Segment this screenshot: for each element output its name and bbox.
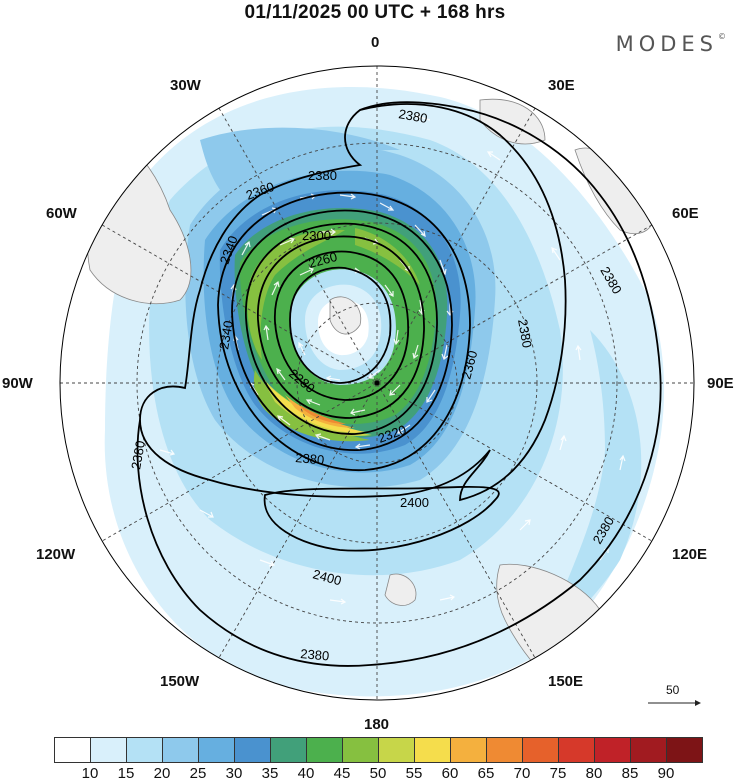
colorbar-swatch [90,737,127,763]
colorbar-label: 55 [405,765,423,782]
colorbar-label: 25 [189,765,207,782]
colorbar-label: 45 [333,765,351,782]
map-title: 01/11/2025 00 UTC + 168 hrs [244,2,506,23]
colorbar-swatch [342,737,379,763]
label-2380: 2380 [397,106,428,126]
contour-labels: 2260 2280 2300 2320 2340 2360 2380 2400 … [128,106,625,663]
label-2400: 2400 [400,495,429,510]
label-2380-b: 2380 [308,168,337,183]
label-2300: 2300 [302,228,331,243]
colorbar-label: 15 [117,765,135,782]
colorbar-swatch [630,737,667,763]
lon-label-120e: 120E [672,546,708,563]
colorbar-swatch [270,737,307,763]
colorbar-swatch [486,737,523,763]
lon-label-150w: 150W [160,673,200,690]
colorbar-label: 40 [297,765,315,782]
colorbar-swatch [522,737,559,763]
label-2260: 2260 [307,249,339,271]
label-2340-b: 2340 [216,319,236,350]
lon-label-150e: 150E [548,673,584,690]
wind-reference-label: 50 [666,683,680,697]
lon-label-0: 0 [371,34,380,51]
lon-label-60e: 60E [672,205,699,222]
map-border [59,65,695,701]
colorbar-label: 75 [549,765,567,782]
label-2380-e: 2380 [128,439,148,470]
colorbar-swatch [414,737,451,763]
south-pole-marker [374,380,380,386]
colorbar-label: 35 [261,765,279,782]
modes-logo: MODES© [615,32,726,56]
lon-label-30w: 30W [170,77,201,94]
colorbar-swatch [450,737,487,763]
colorbar-swatch [666,737,703,763]
colorbar-swatch [126,737,163,763]
colorbar-swatch [378,737,415,763]
label-2400-b: 2400 [311,566,343,588]
colorbar-swatch [558,737,595,763]
colorbar-label: 10 [81,765,99,782]
colorbar-label: 65 [477,765,495,782]
colorbar-label: 70 [513,765,531,782]
colorbar-label: 30 [225,765,243,782]
colorbar-label: 50 [369,765,387,782]
colorbar-swatch [594,737,631,763]
lon-label-180: 180 [364,716,390,733]
colorbar-swatch [198,737,235,763]
label-2380-c: 2380 [515,318,535,349]
colorbar-swatch [306,737,343,763]
colorbar-swatch [54,737,91,763]
colorbar-swatch [234,737,271,763]
lon-label-90e: 90E [707,375,734,392]
colorbar-swatch [162,737,199,763]
height-contours [136,101,662,667]
label-2360-b: 2360 [458,349,480,381]
colorbar-label: 85 [621,765,639,782]
lon-label-30e: 30E [548,77,575,94]
lon-label-90w: 90W [2,375,33,392]
label-2380-h: 2380 [295,450,325,467]
colorbar-label: 60 [441,765,459,782]
colorbar-label: 90 [657,765,675,782]
colorbar-label: 20 [153,765,171,782]
lon-label-120w: 120W [36,546,76,563]
label-2380-f: 2380 [300,646,330,663]
graticule [60,66,694,700]
lon-label-60w: 60W [46,205,77,222]
colorbar-label: 80 [585,765,603,782]
colorbar [54,737,703,763]
